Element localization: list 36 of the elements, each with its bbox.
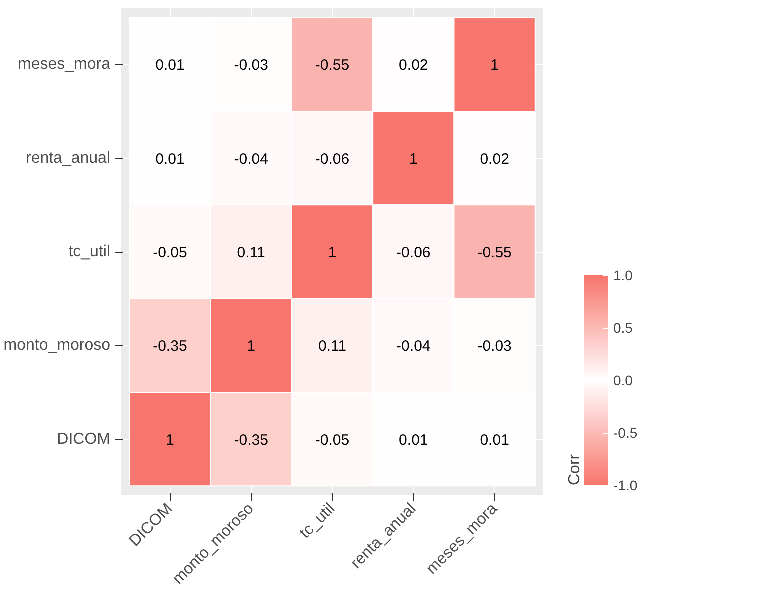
data-label: 1 xyxy=(328,244,337,262)
data-label: 0.01 xyxy=(156,150,185,168)
color-bar-label: 0.0 xyxy=(614,372,634,388)
color-bar-label: -0.5 xyxy=(614,425,638,441)
data-label: 1 xyxy=(409,150,418,168)
y-tick-label: DICOM xyxy=(57,430,110,448)
data-label: -0.05 xyxy=(315,432,350,449)
data-label: 1 xyxy=(247,338,256,356)
color-bar-label: 0.5 xyxy=(614,320,634,336)
color-bar-label: 1.0 xyxy=(614,268,634,284)
data-label: -0.03 xyxy=(234,57,268,74)
data-label: -0.04 xyxy=(396,338,431,356)
data-label: 0.01 xyxy=(156,57,185,74)
y-tick-label: tc_util xyxy=(68,244,110,260)
data-label: 0.11 xyxy=(318,338,347,356)
data-label: -0.35 xyxy=(234,432,268,449)
data-label: -0.06 xyxy=(396,244,431,262)
data-label: -0.03 xyxy=(478,338,512,356)
data-label: 0.02 xyxy=(480,150,510,168)
color-bar-title: Corr xyxy=(566,454,584,486)
y-tick-label: monto_moroso xyxy=(4,337,111,354)
color-bar-label: -1.0 xyxy=(614,478,638,494)
data-label: -0.04 xyxy=(234,150,268,168)
data-label: -0.05 xyxy=(153,244,188,262)
data-label: -0.06 xyxy=(315,150,350,168)
data-label: 1 xyxy=(166,432,174,449)
data-label: 0.01 xyxy=(480,432,510,449)
data-label: -0.55 xyxy=(315,57,350,74)
y-tick-label: meses_mora xyxy=(18,56,111,74)
y-tick-label: renta_anual xyxy=(26,150,110,167)
data-label: 1 xyxy=(490,57,499,74)
data-label: 0.01 xyxy=(399,432,428,449)
data-label: -0.35 xyxy=(153,338,188,356)
data-label: -0.55 xyxy=(478,244,512,262)
data-label: 0.02 xyxy=(399,57,428,74)
data-label: 0.11 xyxy=(237,244,266,262)
